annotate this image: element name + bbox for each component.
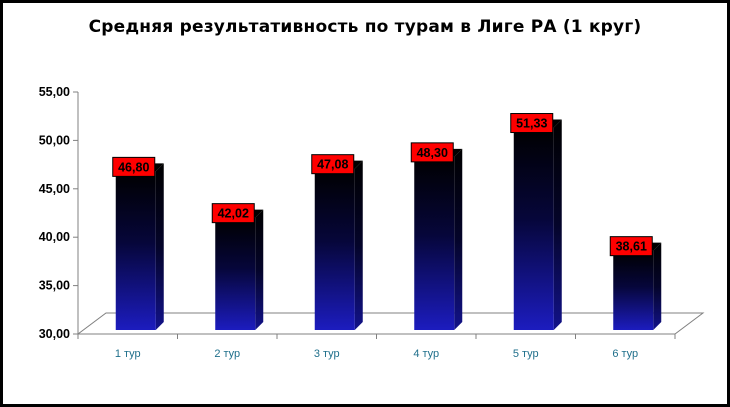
data-label-box — [112, 156, 156, 177]
y-tick-label: 50,00 — [39, 133, 70, 147]
bar — [215, 217, 256, 330]
data-label-box — [510, 113, 554, 134]
bars — [115, 119, 662, 330]
x-tick-label: 1 тур — [115, 348, 141, 360]
x-tick-label: 4 тур — [413, 348, 439, 360]
bar — [115, 171, 156, 330]
bar-side — [553, 119, 562, 330]
data-label: 38,61 — [616, 240, 647, 254]
floor-plane — [76, 312, 705, 335]
bar-chart: 30,00 35,00 40,00 45,00 50,00 55,00 1 тур 2 тур… — [39, 85, 705, 360]
data-labels: 46,80 42,02 47,08 48,30 51,33 38,61 — [112, 113, 653, 257]
x-tick-label: 5 тур — [513, 348, 539, 360]
bar — [314, 168, 355, 330]
data-label: 42,02 — [218, 207, 249, 221]
data-label-box — [311, 154, 355, 175]
bar-side — [454, 148, 463, 330]
x-tick-label: 6 тур — [612, 348, 638, 360]
data-label: 46,80 — [118, 160, 149, 174]
bar-side — [354, 160, 363, 330]
data-label: 51,33 — [516, 117, 547, 131]
axes: 30,00 35,00 40,00 45,00 50,00 55,00 1 тур 2 тур… — [39, 85, 676, 360]
bar-side — [155, 163, 164, 330]
y-tick-label: 55,00 — [39, 85, 70, 99]
y-tick-label: 40,00 — [39, 230, 70, 244]
bar — [613, 250, 654, 330]
data-label: 47,08 — [317, 158, 348, 172]
chart-floor — [76, 312, 705, 335]
data-label-box — [211, 203, 255, 224]
bar — [414, 156, 455, 330]
bar — [513, 127, 554, 330]
y-tick-label: 30,00 — [39, 327, 70, 341]
data-label: 48,30 — [417, 146, 448, 160]
bar-side — [255, 209, 264, 330]
bar-side — [653, 242, 662, 330]
data-label-box — [609, 236, 653, 257]
data-label-box — [410, 142, 454, 163]
y-tick-label: 35,00 — [39, 279, 70, 293]
x-tick-label: 2 тур — [214, 348, 240, 360]
x-tick-label: 3 тур — [314, 348, 340, 360]
chart-title: Средняя результативность по турам в Лиге… — [88, 17, 642, 37]
y-tick-label: 45,00 — [39, 182, 70, 196]
